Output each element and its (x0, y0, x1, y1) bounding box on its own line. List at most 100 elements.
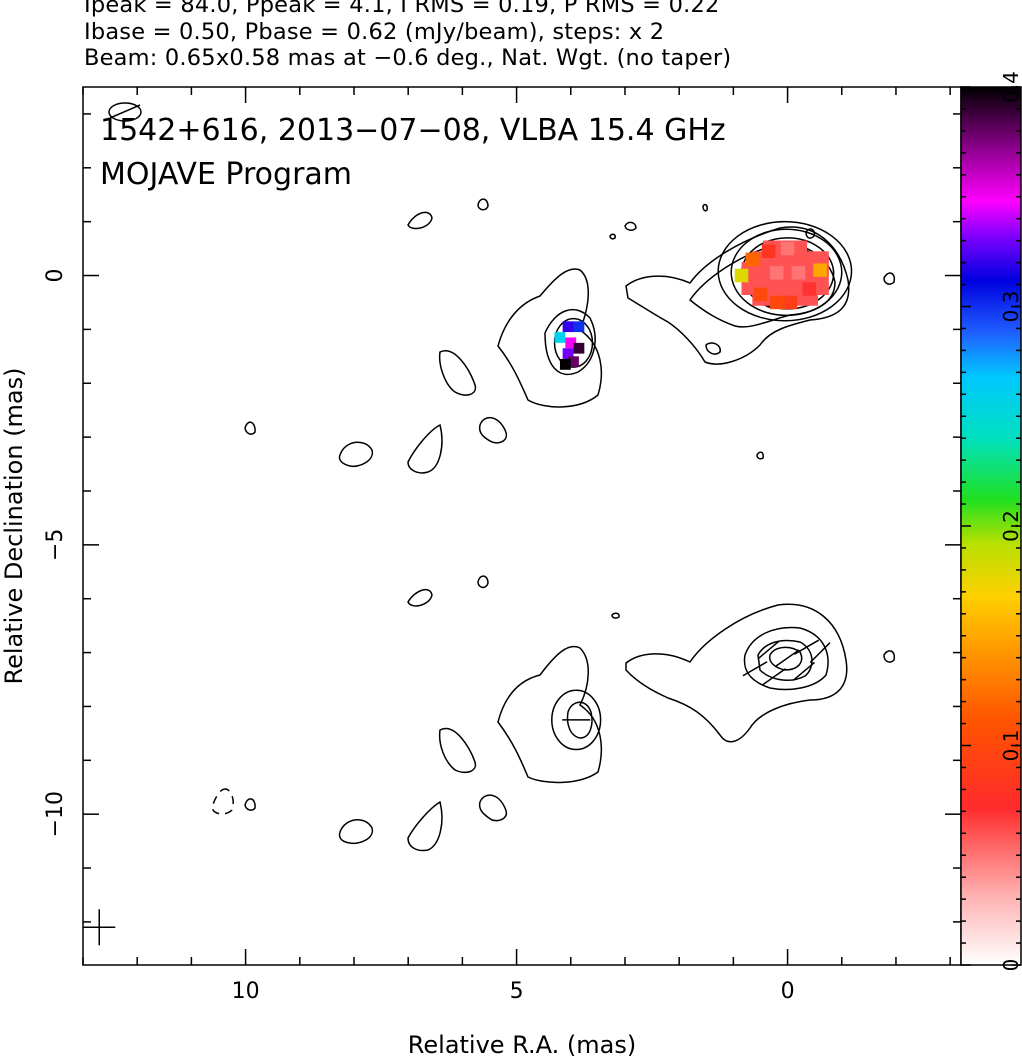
contour-upper-blob-6 (477, 198, 489, 211)
colorbar-tick-label: 0 (999, 959, 1022, 972)
pol-pixel (769, 295, 784, 310)
contour-lower-knot-core (551, 689, 602, 751)
pol-pixel (806, 262, 818, 274)
contour-lower-blob-3 (478, 794, 507, 822)
plot-frame (82, 86, 962, 966)
colorbar-tick-label: 0.1 (999, 730, 1022, 762)
pol-pixel (784, 283, 797, 295)
evpa-vector (792, 661, 816, 682)
pol-pixel (753, 287, 768, 302)
colorbar-tick-label: 0.3 (999, 291, 1022, 323)
contour-lower-knot-outer (497, 645, 603, 784)
pol-pixel (784, 262, 797, 274)
evpa-vector (809, 642, 831, 664)
pol-pixel (806, 294, 818, 306)
pol-pixel (817, 251, 829, 263)
pol-pixel (799, 252, 814, 267)
pol-pixel (774, 240, 786, 252)
contour-upper-core-outer (625, 226, 850, 365)
pol-pixel (817, 283, 829, 295)
pol-pixel (795, 240, 808, 252)
pol-pixel (565, 337, 577, 349)
contour-lower-blob-7 (244, 798, 256, 811)
pol-pixel (774, 251, 786, 263)
pol-pixel (784, 272, 797, 285)
x-axis-title: Relative R.A. (mas) (408, 1031, 636, 1059)
pol-pixel (769, 266, 784, 280)
x-axis-ticks (82, 87, 951, 965)
contour-lower-blob-5 (407, 588, 433, 607)
evpa-vector (742, 661, 768, 677)
pol-pixel (806, 272, 818, 285)
pol-pixel (573, 342, 585, 354)
colorbar-tick-label: 0.4 (999, 71, 1022, 103)
contour-upper-blob-10 (756, 451, 764, 460)
pol-pixel (774, 283, 786, 295)
contour-upper-blob-7 (244, 421, 256, 435)
cross-marker (83, 909, 116, 946)
pol-pixel (802, 282, 817, 296)
pol-pixel (568, 356, 579, 368)
contour-lower-core-outer (625, 603, 848, 743)
contour-level-4 (717, 220, 853, 322)
pol-pixel (780, 241, 795, 256)
pol-pixel (763, 272, 775, 285)
pol-pixel (763, 283, 775, 295)
contour-level-3 (730, 228, 843, 317)
stats-line-1: Ipeak = 84.0, Ppeak = 4.1, I RMS = 0.19,… (84, 0, 720, 18)
polarization-pixels (554, 240, 829, 370)
contour-upper-knot-inner (544, 308, 596, 376)
contour-upper-blob-12 (702, 203, 816, 239)
pol-pixel (741, 262, 753, 274)
pol-pixel (573, 321, 585, 333)
contour-upper-blob-3 (478, 417, 507, 444)
pol-pixel (745, 252, 760, 267)
contour-lower-blob-9 (611, 612, 620, 619)
contour-lower-core-4 (768, 646, 803, 671)
contour-upper-blob-11 (609, 221, 637, 240)
y-axis-ticks (83, 113, 961, 923)
y-tick-label: 0 (43, 269, 68, 283)
evpa-vector (757, 640, 780, 660)
y-tick-label: −10 (43, 791, 68, 837)
contour-upper-blob-8 (705, 342, 721, 355)
pol-pixel (784, 251, 797, 263)
pol-pixel (791, 266, 806, 280)
beam-info-line: Beam: 0.65x0.58 mas at −0.6 deg., Nat. W… (84, 45, 732, 71)
contour-upper-blob-2 (407, 423, 443, 474)
contour-upper-knot-outer (497, 268, 603, 408)
y-axis-title: Relative Declination (mas) (0, 367, 28, 684)
colorbar-tick-label: 0.2 (999, 510, 1022, 542)
stats-line-2: Ibase = 0.50, Pbase = 0.62 (mJy/beam), s… (84, 19, 665, 45)
contour-upper-blob-9 (883, 272, 896, 285)
colorbar-tick-labels: 0 0.1 0.2 0.3 0.4 (999, 71, 1022, 971)
pol-pixel (813, 263, 827, 277)
pol-pixel (795, 283, 808, 295)
evpa-vector (794, 639, 820, 655)
pol-pixel (763, 262, 775, 274)
x-axis-tick-labels: 10 5 0 (232, 979, 795, 1004)
pol-pixel (734, 268, 749, 283)
colorbar-ticks (961, 86, 1021, 966)
contour-lower-core-2 (743, 626, 829, 691)
pol-pixel (761, 244, 776, 259)
contour-upper-blob-1 (438, 350, 477, 396)
y-axis-tick-labels: 0 −5 −10 (43, 269, 68, 838)
x-tick-label: 5 (510, 979, 524, 1004)
pol-pixel (562, 348, 574, 360)
pol-pixel (795, 294, 808, 306)
pol-pixel (562, 321, 574, 333)
pol-pixel (752, 272, 764, 285)
program-label: MOJAVE Program (100, 157, 352, 192)
pol-pixel (752, 262, 764, 274)
y-tick-label: −5 (43, 529, 68, 561)
pol-pixel (554, 332, 566, 343)
pol-pixel (783, 295, 798, 310)
contour-lower-blob-2 (407, 800, 443, 852)
pol-pixel (741, 283, 753, 295)
contour-lower-blob-1 (438, 727, 477, 774)
contour-lower-blob-8 (883, 650, 896, 663)
contour-lower-blob-4 (338, 819, 374, 845)
contour-lower-knot-inner (566, 701, 593, 739)
